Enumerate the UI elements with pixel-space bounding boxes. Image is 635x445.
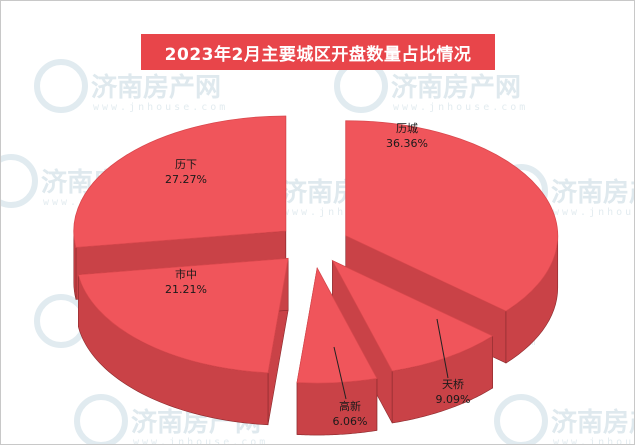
pie-slices: [73, 115, 559, 436]
slice-name-label: 历城: [396, 122, 418, 135]
svg-text:济南房产网: 济南房产网: [551, 178, 634, 208]
pie-slice-2: [331, 259, 494, 424]
svg-text:济南房产网: 济南房产网: [551, 408, 634, 438]
svg-text:www.jnhouse.com: www.jnhouse.com: [553, 437, 634, 444]
leader-line-3: [333, 346, 347, 400]
slice-value-label: 6.06%: [333, 415, 368, 428]
pie-labels: 历城 36.36% 天桥 9.09% 高新 6.06% 市中 21.21% 历下 27.27%: [165, 122, 470, 428]
slice-name-label: 天桥: [442, 378, 464, 391]
slice-name-label: 市中: [175, 267, 197, 281]
svg-text:济南房产网: 济南房产网: [91, 73, 221, 103]
chart-title: 2023年2月主要城区开盘数量占比情况: [141, 34, 495, 70]
leader-line-2: [436, 318, 449, 379]
svg-text:www.jnhouse.com: www.jnhouse.com: [553, 207, 634, 218]
svg-text:济南房产网: 济南房产网: [391, 73, 521, 103]
svg-text:www.jnhouse.com: www.jnhouse.com: [133, 437, 268, 444]
slice-value-label: 21.21%: [165, 283, 207, 296]
slice-name-label: 高新: [339, 399, 361, 413]
svg-text:www.jnhouse.com: www.jnhouse.com: [93, 102, 228, 113]
slice-value-label: 27.27%: [165, 173, 207, 186]
pie-slice-4: [77, 257, 289, 426]
slice-name-label: 历下: [175, 158, 197, 171]
svg-text:www.jnhouse.com: www.jnhouse.com: [393, 102, 528, 113]
slice-value-label: 36.36%: [386, 137, 428, 150]
slice-value-label: 9.09%: [436, 393, 471, 406]
pie-slice-3: [296, 266, 378, 436]
